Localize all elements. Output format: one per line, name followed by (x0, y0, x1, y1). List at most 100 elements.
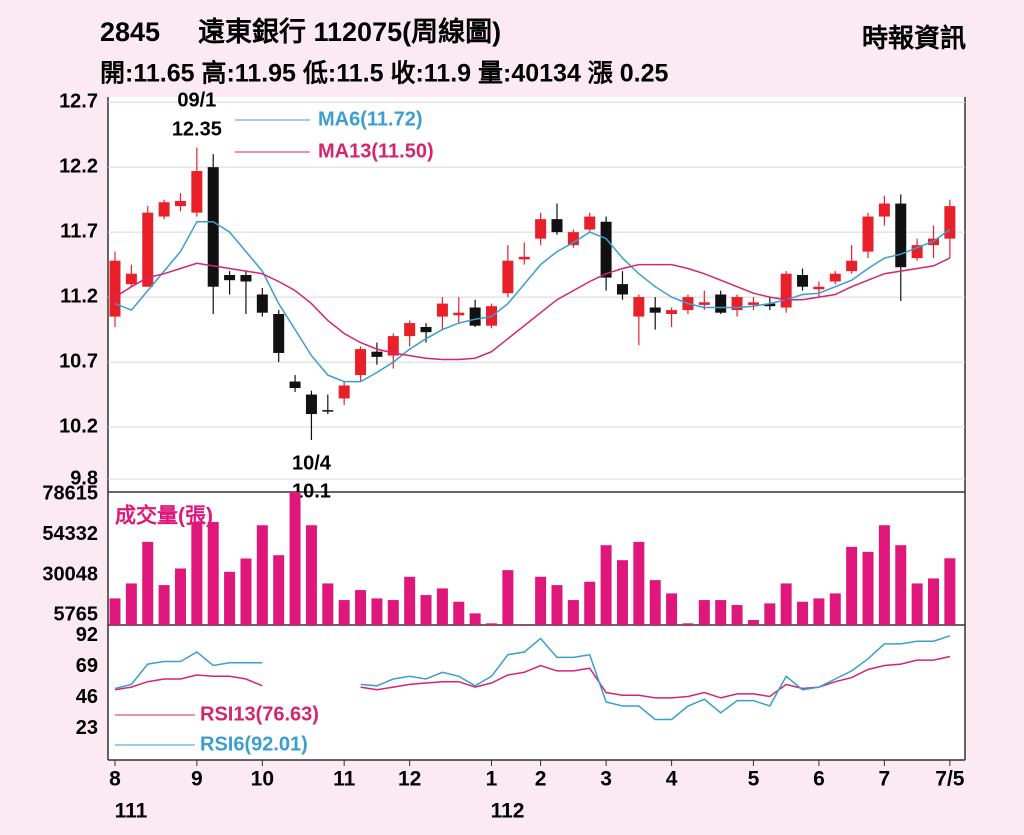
y-tick-label: 12.7 (59, 90, 98, 112)
candle-body (764, 303, 776, 307)
volume-bar (862, 551, 874, 625)
x-tick-label: 7/5 (935, 768, 965, 791)
candle-body (715, 294, 727, 313)
quote: 開:11.65 高:11.95 低:11.5 收:11.9 量:40134 漲 … (100, 59, 668, 88)
x-tick-label: 4 (666, 768, 678, 791)
legend-label: RSI13(76.63) (200, 703, 319, 725)
x-tick-label: 7 (879, 768, 891, 791)
volume-bar (289, 492, 301, 625)
candle-body (584, 216, 596, 230)
candle-body (600, 221, 612, 278)
y-tick-label: 23 (76, 717, 98, 739)
plot-area (108, 97, 965, 760)
panel-title: 成交量(張) (115, 504, 213, 528)
y-tick-label: 69 (76, 655, 98, 677)
volume-bar (273, 555, 285, 625)
volume-bar (633, 541, 645, 625)
y-tick-label: 5765 (54, 604, 99, 626)
volume-bar (224, 571, 236, 625)
candle-body (224, 275, 236, 281)
candle-body (305, 394, 317, 415)
candle-body (191, 171, 203, 213)
candle-body (240, 275, 252, 282)
candle-body (551, 219, 563, 233)
volume-bar (191, 521, 203, 625)
candle-body (420, 326, 432, 333)
volume-bar (682, 623, 694, 625)
candle-body (813, 286, 825, 290)
candle-body (731, 297, 743, 311)
annotation: 09/1 (177, 89, 216, 111)
volume-bar (698, 600, 710, 625)
volume-bar (142, 541, 154, 625)
volume-bar (404, 576, 416, 625)
volume-bar (338, 600, 350, 625)
volume-bar (174, 568, 186, 625)
line-series (114, 655, 951, 699)
volume-bar (371, 598, 383, 625)
candle-body (747, 302, 759, 305)
x-tick-label: 3 (600, 768, 612, 791)
candle-body (633, 297, 645, 317)
volume-bar (584, 581, 596, 625)
candle-body (911, 245, 923, 259)
volume-bar (747, 620, 759, 625)
volume-bar (387, 600, 399, 625)
volume-bar (518, 624, 530, 625)
y-tick-label: 54332 (42, 523, 98, 545)
x-tick-label: 12 (398, 768, 421, 791)
candle-body (125, 273, 137, 285)
annotation: 10/4 (292, 452, 332, 474)
volume-bar (846, 546, 858, 625)
candle-body (453, 312, 465, 316)
volume-bar (486, 623, 498, 625)
y-tick-label: 9.8 (70, 467, 98, 489)
line-series (114, 220, 951, 383)
candle-body (846, 260, 858, 272)
candle-body (338, 385, 350, 399)
volume-bar (666, 593, 678, 625)
volume-bar (600, 545, 612, 625)
volume-bar (355, 590, 367, 625)
y-tick-label: 46 (76, 686, 98, 708)
volume-bar (109, 598, 121, 625)
volume-bar (535, 576, 547, 625)
x-tick-label: 2 (535, 768, 547, 791)
candle-body (404, 323, 416, 337)
candle-body (371, 351, 383, 357)
x-sublabel: 111 (115, 800, 148, 823)
candle-body (174, 200, 186, 207)
candle-body (797, 275, 809, 287)
volume-bar (453, 601, 465, 625)
candle-body (436, 303, 448, 317)
y-tick-label: 10.2 (59, 415, 98, 437)
candle-body (469, 307, 481, 326)
volume-bar (158, 585, 170, 625)
candle-body (780, 273, 792, 308)
stock-title: 遠東銀行 112075(周線圖) (198, 16, 501, 47)
annotation: 12.35 (172, 118, 222, 140)
y-tick-label: 12.2 (59, 155, 98, 177)
candle-body (109, 260, 121, 317)
volume-bar (256, 525, 268, 625)
candle-body (387, 336, 399, 356)
candle-body (502, 260, 514, 294)
candle-body (158, 202, 170, 217)
y-tick-label: 78615 (42, 483, 98, 505)
candle-body (895, 203, 907, 268)
volume-bar (420, 595, 432, 625)
candle-body (878, 203, 890, 217)
candle-body (698, 302, 710, 305)
x-tick-label: 11 (333, 768, 356, 791)
legend-label: RSI6(92.01) (200, 733, 308, 755)
y-tick-label: 92 (76, 624, 98, 646)
volume-bar (649, 580, 661, 625)
volume-bar (797, 601, 809, 625)
candle-body (535, 219, 547, 239)
line-series (114, 257, 951, 361)
x-tick-label: 10 (251, 768, 274, 791)
candle-body (829, 273, 841, 282)
legend-label: MA13(11.50) (318, 140, 434, 162)
volume-bar (322, 583, 334, 625)
